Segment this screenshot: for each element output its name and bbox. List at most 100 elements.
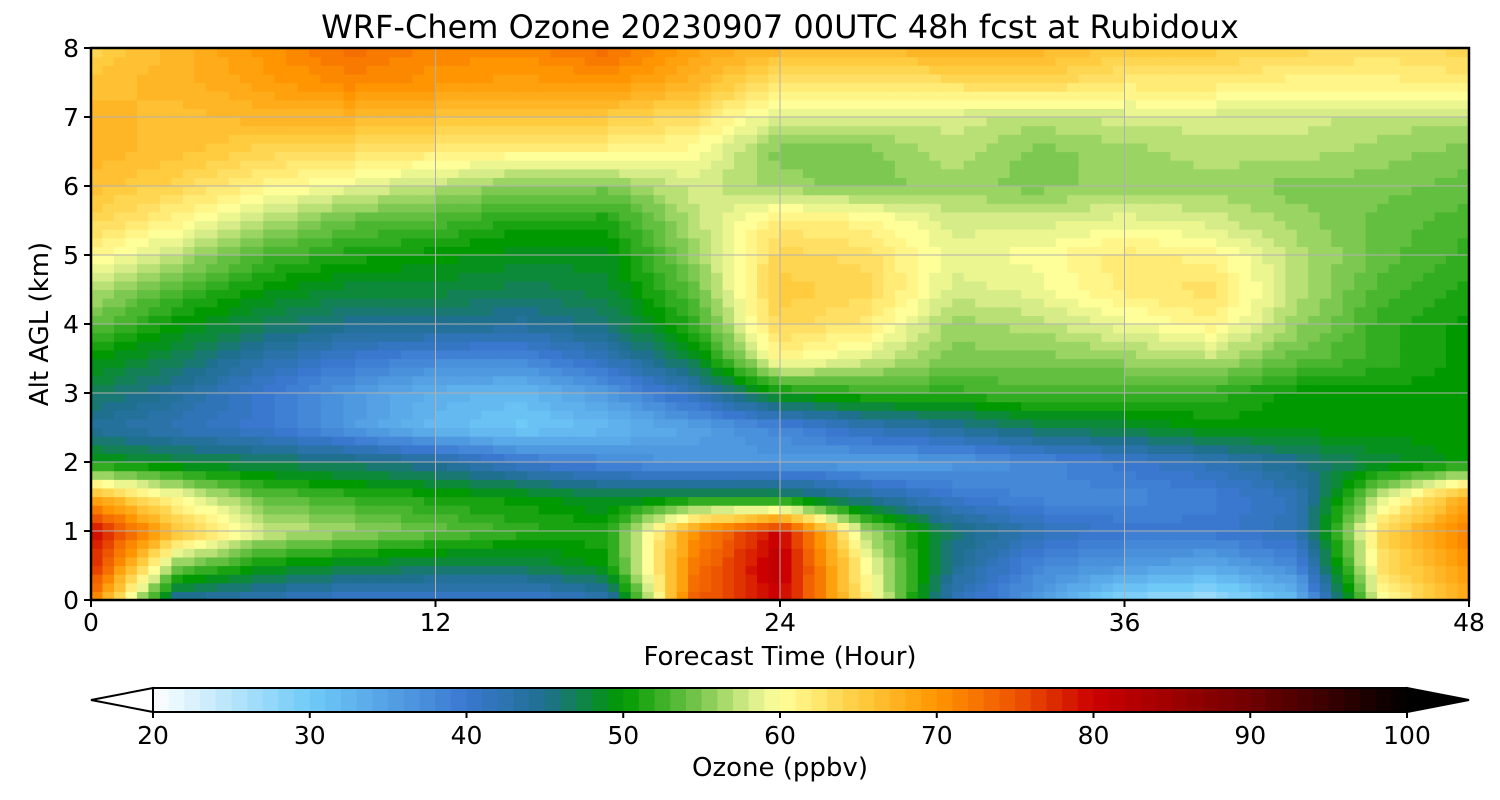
heat-cell [1285,522,1298,532]
heat-cell [699,505,712,515]
heat-cell [1250,332,1263,342]
heat-cell [1124,522,1137,532]
heat-cell [1239,375,1252,385]
heat-cell [1078,298,1091,308]
heat-cell [665,591,678,600]
heat-cell [240,393,253,403]
heat-cell [412,341,425,351]
heat-cell [883,591,896,600]
heat-cell [366,531,379,541]
heat-cell [825,531,839,541]
heat-cell [1227,341,1240,351]
heat-cell [986,582,999,592]
heat-cell [1457,522,1469,532]
heat-cell [791,522,804,532]
heat-cell [159,306,172,316]
heat-cell [894,531,907,541]
heat-cell [125,470,138,480]
heat-cell [102,315,115,325]
heat-cell [734,298,747,308]
heat-cell [1365,556,1378,567]
heat-cell [653,505,666,515]
heat-cell [780,272,793,282]
heat-cell [1227,565,1240,575]
heat-cell [182,237,195,247]
heat-cell [343,272,356,282]
heat-cell [607,505,620,515]
heat-cell [699,591,712,600]
heat-cell [550,272,563,282]
heat-cell [136,462,150,472]
heat-cell [366,246,379,256]
heat-cell [1365,255,1378,265]
heat-cell [504,462,517,472]
heat-cell [871,410,884,420]
heat-cell [424,487,437,498]
heat-cell [1365,418,1378,429]
heat-cell [894,341,907,351]
heat-cell [722,255,735,265]
heat-cell [688,591,701,600]
heat-cell [1423,479,1436,489]
heat-cell [630,479,643,489]
heat-cell [929,444,942,454]
heat-cell [320,496,333,506]
heat-cell [768,418,781,429]
heat-cell [1193,479,1206,489]
heat-cell [745,263,758,273]
heat-cell [1377,444,1390,454]
heat-cell [469,410,483,420]
heat-cell [665,332,678,342]
heat-cell [642,531,655,541]
heat-cell [309,556,322,567]
heat-cell [688,375,701,385]
heat-cell [1158,349,1172,360]
heat-cell [986,556,999,567]
heat-cell [1308,401,1321,411]
heat-cell [297,479,310,489]
heat-cell [1067,582,1080,592]
heat-cell [1250,479,1263,489]
heat-cell [1147,479,1160,489]
heat-cell [1113,280,1126,291]
heat-cell [975,522,988,532]
heat-cell [929,565,942,575]
heat-cell [596,367,609,377]
heat-cell [584,263,597,273]
heat-cell [1377,548,1390,558]
heat-cell [871,462,884,472]
heat-cell [607,565,620,575]
heat-cell [906,375,919,385]
heat-cell [343,444,356,454]
heat-cell [355,539,368,549]
heat-cell [240,591,253,600]
heat-cell [1319,384,1332,394]
heat-cell [1273,591,1286,600]
heat-cell [676,591,689,600]
heat-cell [642,306,655,316]
heat-cell [1457,479,1469,489]
heat-cell [1411,332,1424,342]
heat-cell [446,479,460,489]
heat-cell [561,341,574,351]
heat-cell [343,298,356,308]
heat-cell [286,531,299,541]
heat-cell [825,255,839,265]
heat-cell [791,436,804,446]
heat-cell [1216,341,1229,351]
heat-cell [837,298,850,308]
heat-cell [952,462,965,472]
heat-cell [584,289,597,299]
heat-cell [263,280,276,291]
heat-cell [504,522,517,532]
heat-cell [1342,324,1355,334]
heat-cell [1193,280,1206,291]
heat-cell [1101,418,1114,429]
heat-cell [1331,393,1344,403]
heat-cell [1227,255,1240,265]
heat-cell [1354,246,1367,256]
heat-cell [814,289,827,299]
heat-cell [917,479,930,489]
heat-cell [837,237,850,247]
heat-cell [1090,393,1103,403]
